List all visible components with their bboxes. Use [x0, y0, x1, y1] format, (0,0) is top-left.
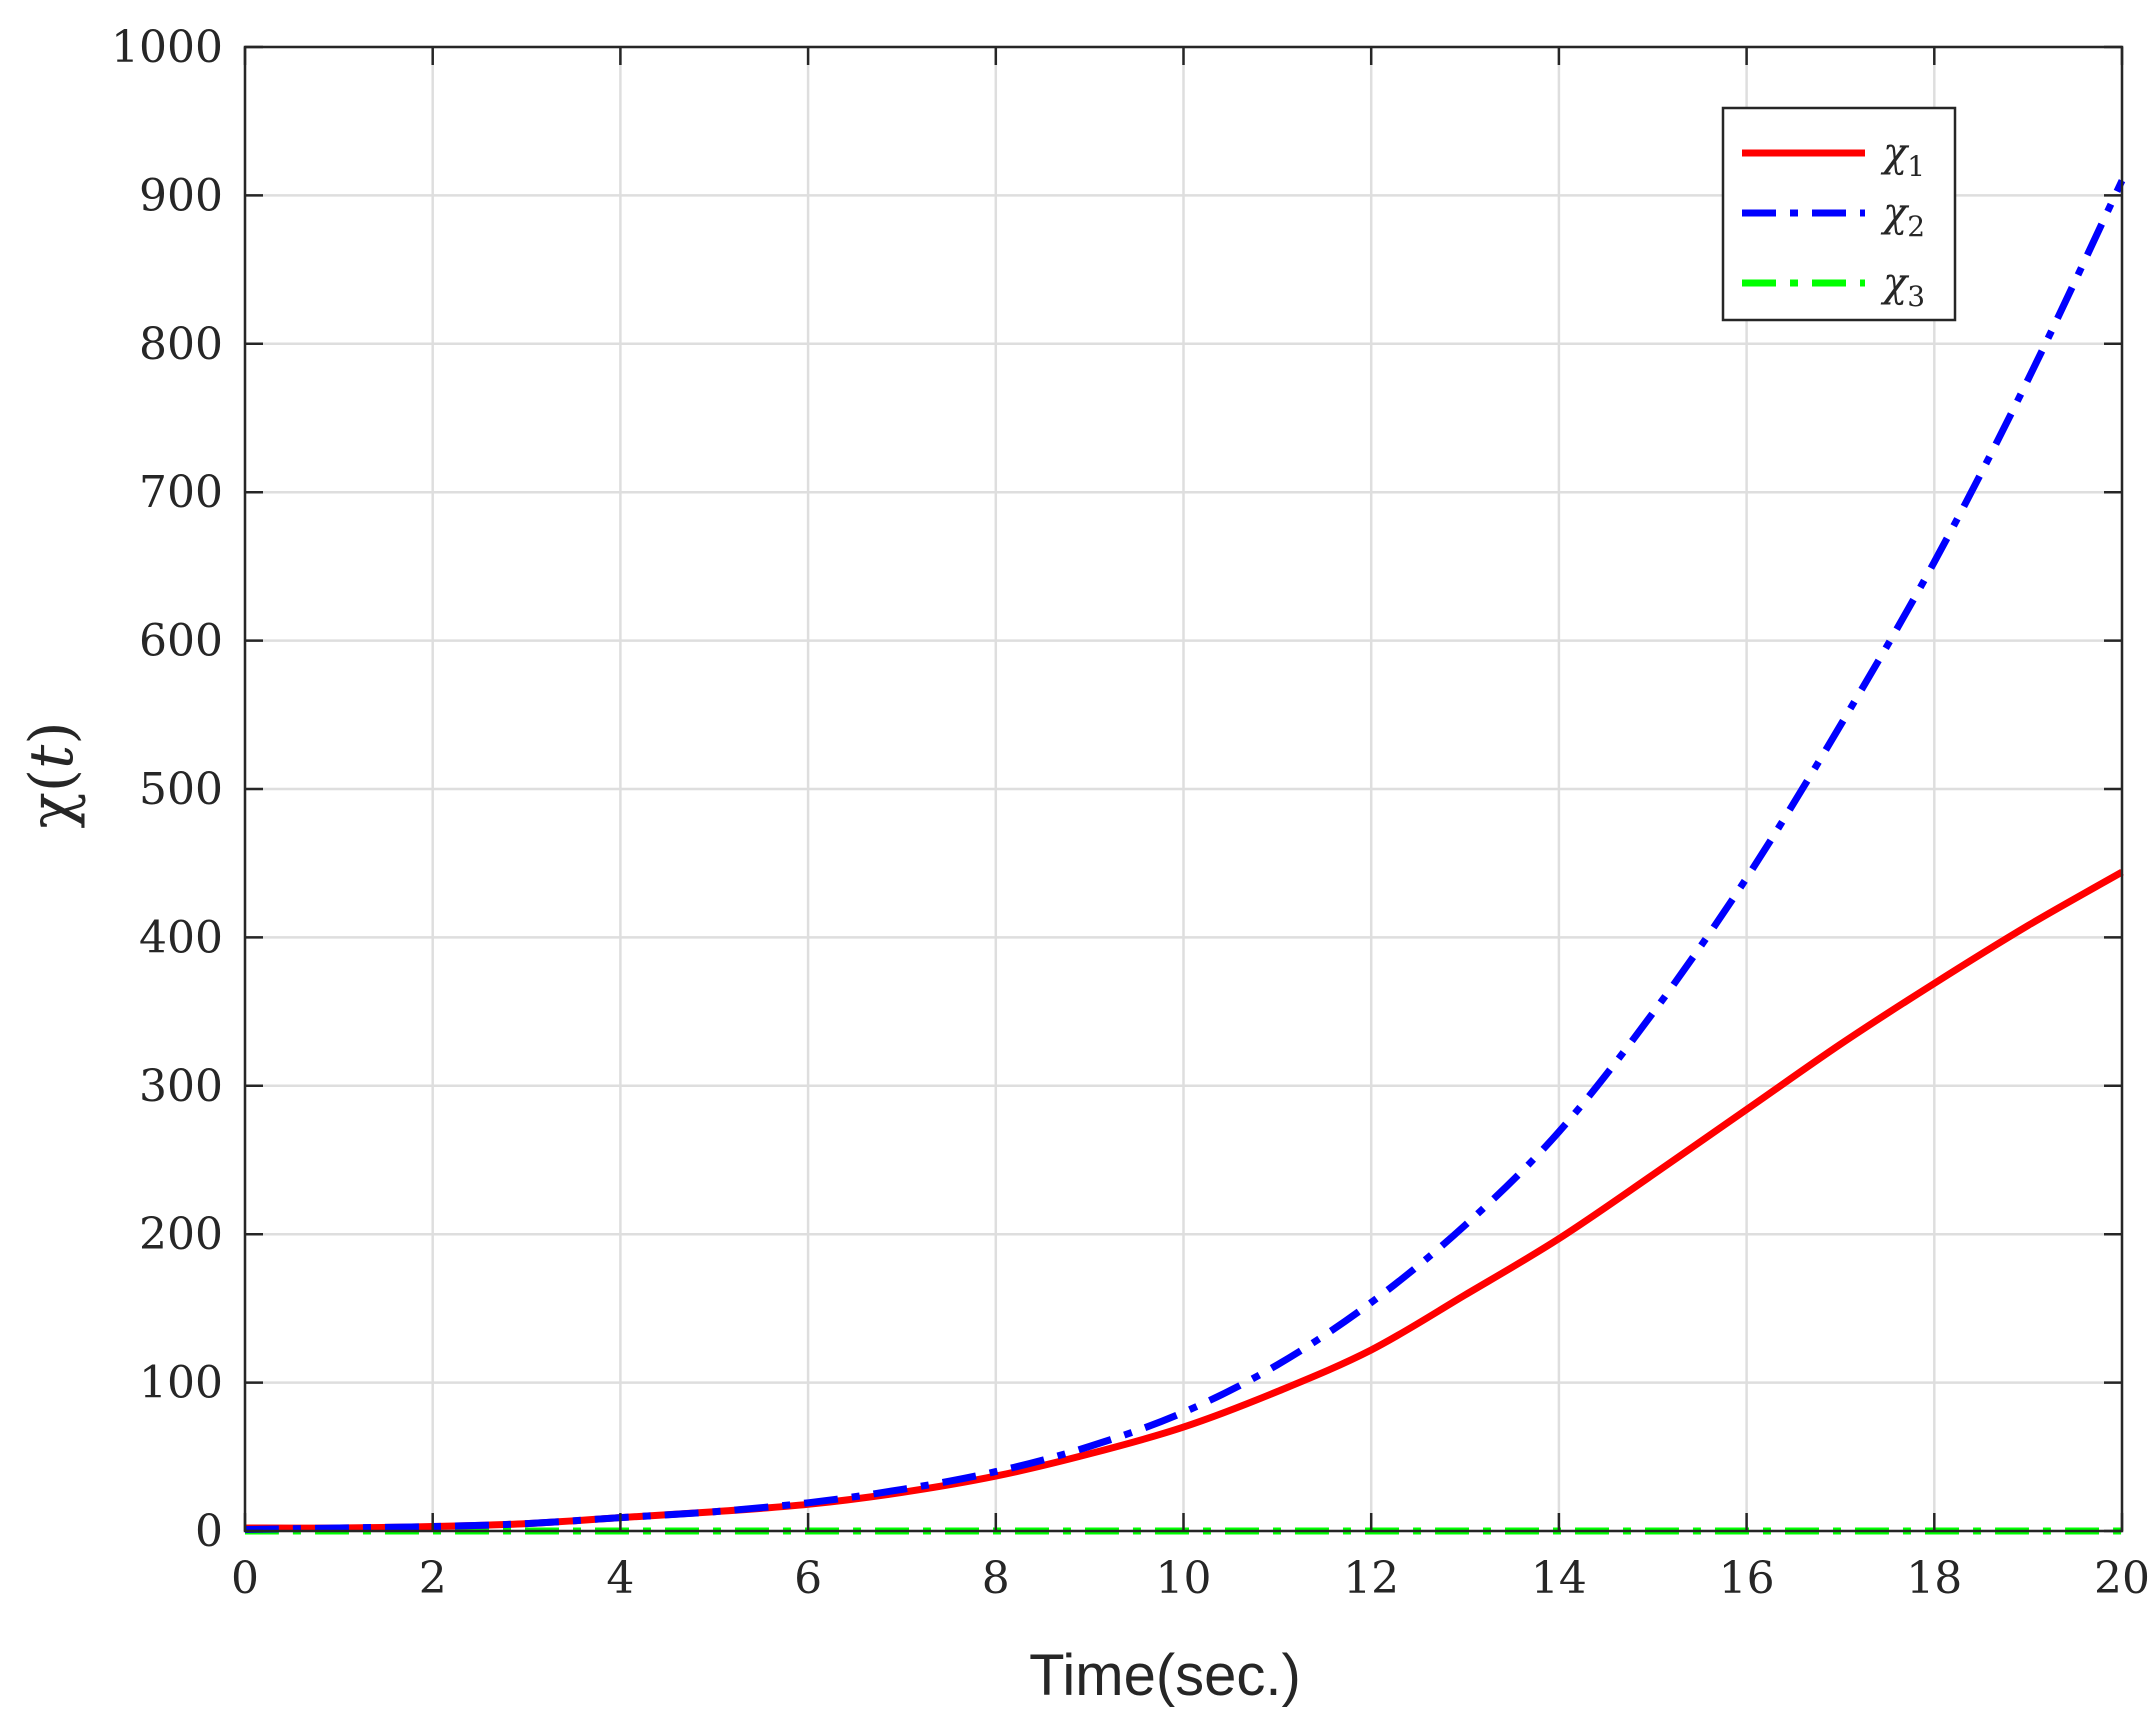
- x-tick-label: 4: [606, 1553, 634, 1604]
- y-tick-label: 400: [139, 912, 223, 963]
- y-axis-title: χ(t): [17, 721, 87, 828]
- legend-label-3-sub: 3: [1907, 280, 1925, 313]
- y-tick-label: 300: [139, 1061, 223, 1112]
- x-tick-label: 14: [1531, 1553, 1587, 1604]
- legend-label-3-name: χ: [1880, 260, 1910, 306]
- y-tick-label: 800: [139, 319, 223, 370]
- series-line-2: [244, 179, 2126, 1533]
- y-tick-label: 100: [139, 1358, 223, 1409]
- y-tick-label: 500: [139, 764, 223, 815]
- x-tick-label: 6: [794, 1553, 822, 1604]
- x-tick-label: 12: [1343, 1553, 1399, 1604]
- y-tick-label: 1000: [111, 22, 223, 73]
- legend-label-2-name: χ: [1880, 190, 1910, 236]
- x-tick-label: 16: [1719, 1553, 1775, 1604]
- y-axis-title-main: χ(: [17, 769, 87, 829]
- y-tick-label: 0: [195, 1506, 223, 1557]
- y-tick-label: 200: [139, 1209, 223, 1260]
- legend-label-3: χ3: [1880, 260, 1925, 313]
- y-tick-label: 600: [139, 616, 223, 667]
- legend-label-2: χ2: [1880, 190, 1925, 243]
- legend-label-1-name: χ: [1880, 130, 1910, 176]
- axis-tick-labels: 0 2 4 6 8 10 12 14 16 18 2001002003004005006007008…: [111, 22, 2150, 1604]
- y-tick-label: 700: [139, 467, 223, 518]
- x-tick-label: 10: [1156, 1553, 1212, 1604]
- x-tick-label: 0: [231, 1553, 259, 1604]
- legend-label-2-sub: 2: [1907, 210, 1925, 243]
- y-axis-title-var: t: [17, 744, 87, 769]
- axis-ticks: [243, 45, 2124, 1533]
- y-tick-label: 900: [139, 170, 223, 221]
- y-axis-title-close: ): [17, 721, 87, 744]
- x-tick-label: 20: [2094, 1553, 2150, 1604]
- x-tick-label: 2: [419, 1553, 447, 1604]
- legend-label-1-sub: 1: [1907, 150, 1925, 183]
- x-tick-label: 18: [1906, 1553, 1962, 1604]
- x-axis-title: Time(sec.): [1029, 1643, 1301, 1708]
- series-line-1: [244, 869, 2124, 1532]
- legend: χ1 χ2 χ3: [1721, 106, 1957, 322]
- x-tick-label: 8: [982, 1553, 1010, 1604]
- legend-label-1: χ1: [1880, 130, 1925, 183]
